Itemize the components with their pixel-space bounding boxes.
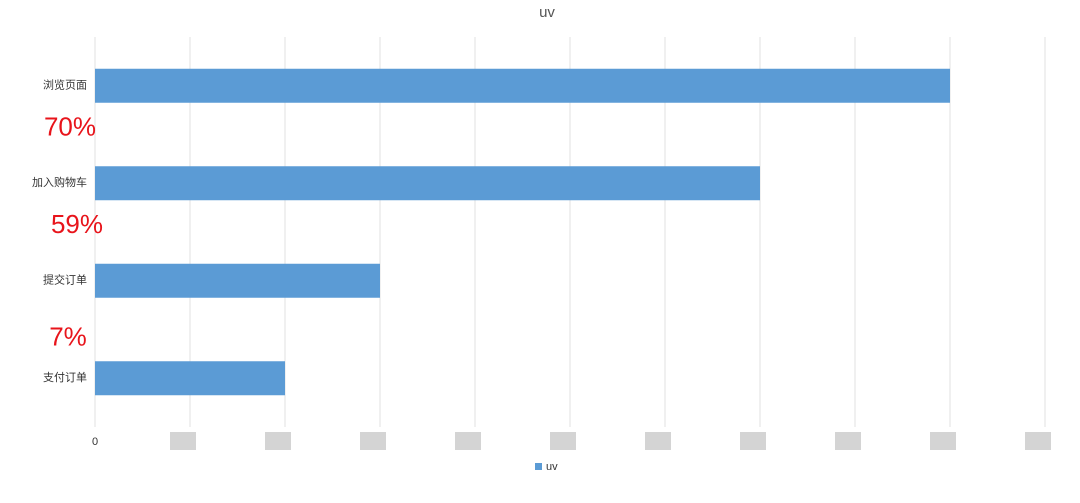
obscured-tick-label xyxy=(835,432,861,450)
x-tick-label: 0 xyxy=(92,436,98,448)
conversion-rate: 70% xyxy=(44,111,96,141)
legend-swatch xyxy=(535,463,542,470)
y-tick-label: 支付订单 xyxy=(43,371,87,384)
legend-label: uv xyxy=(546,461,558,473)
obscured-tick-label xyxy=(1025,432,1051,450)
bar xyxy=(95,68,950,103)
chart-title: uv xyxy=(539,4,555,21)
obscured-tick-label xyxy=(360,432,386,450)
obscured-tick-label xyxy=(455,432,481,450)
obscured-tick-label xyxy=(265,432,291,450)
y-tick-label: 加入购物车 xyxy=(32,175,87,189)
obscured-tick-label xyxy=(740,432,766,450)
obscured-tick-label xyxy=(170,432,196,450)
bar xyxy=(95,361,285,396)
y-tick-label: 浏览页面 xyxy=(43,78,87,92)
conversion-rate: 59% xyxy=(51,209,103,239)
y-tick-label: 提交订单 xyxy=(43,273,87,287)
bar xyxy=(95,166,760,201)
obscured-tick-label xyxy=(550,432,576,450)
conversion-rate: 7% xyxy=(49,321,87,351)
obscured-tick-label xyxy=(930,432,956,450)
obscured-tick-label xyxy=(645,432,671,450)
bar xyxy=(95,263,380,298)
